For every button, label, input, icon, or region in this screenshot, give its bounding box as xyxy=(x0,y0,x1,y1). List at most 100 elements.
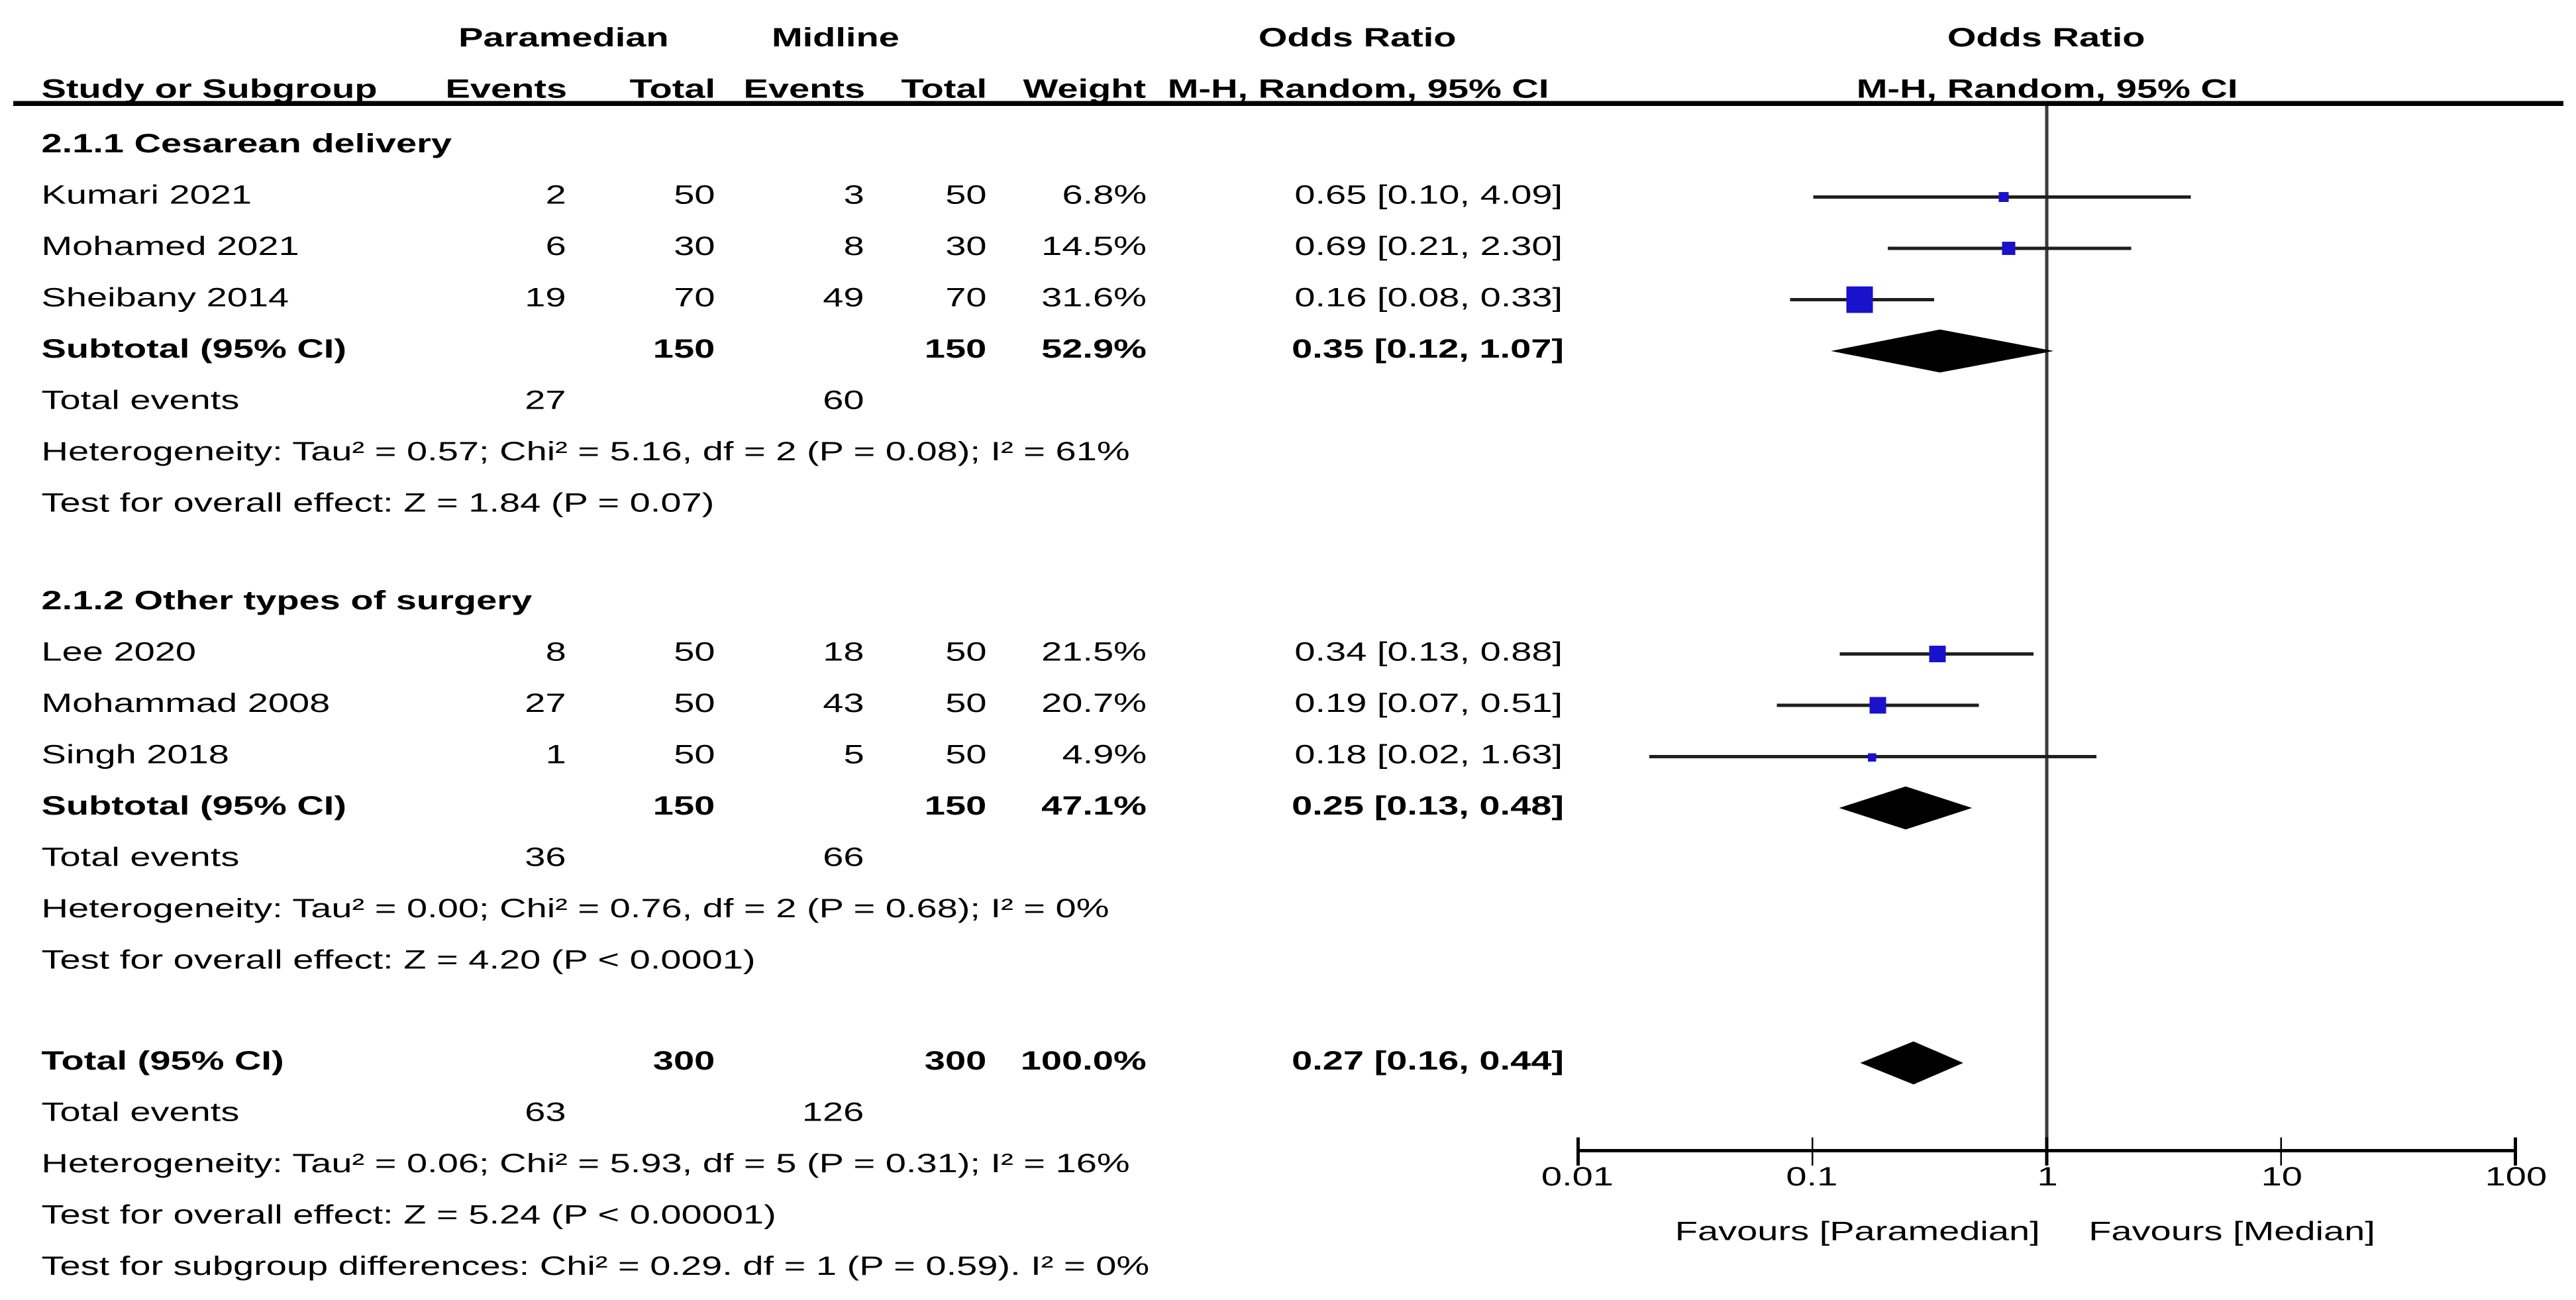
events-cell: 8 xyxy=(843,233,864,262)
events-cell: 6 xyxy=(545,233,566,262)
axis-tick-label: 10 xyxy=(2260,1164,2302,1193)
study-label: Lee 2020 xyxy=(41,639,197,668)
events-cell: 27 xyxy=(525,690,566,719)
pooled-diamond xyxy=(1860,1041,1963,1085)
group-header-experimental: Paramedian xyxy=(458,25,668,54)
axis-tick xyxy=(2279,1136,2283,1165)
total-events-label: Total events xyxy=(41,1099,240,1128)
column-header-total-experimental: Total xyxy=(629,76,715,105)
axis-tick xyxy=(1811,1136,1814,1165)
weight-cell: 6.8% xyxy=(1061,182,1146,211)
events-cell: 60 xyxy=(823,387,864,416)
odds-ratio-header-left: Odds Ratio xyxy=(1259,25,1457,54)
effect-square xyxy=(1868,752,1877,761)
total-cell: 150 xyxy=(653,793,715,822)
effect-square xyxy=(1998,192,2008,202)
favours-right-label: Favours [Median] xyxy=(2088,1219,2376,1247)
weight-cell: 20.7% xyxy=(1041,690,1146,719)
axis-tick-label: 0.1 xyxy=(1786,1164,1839,1193)
total-cell: 150 xyxy=(925,793,987,822)
events-cell: 27 xyxy=(525,387,566,416)
effect-square xyxy=(1869,697,1886,714)
total-events-label: Total events xyxy=(41,844,240,873)
total-cell: 30 xyxy=(674,233,715,262)
weight-cell: 47.1% xyxy=(1041,793,1146,822)
total-cell: 50 xyxy=(674,690,715,719)
pooled-diamond xyxy=(1831,329,2054,373)
events-cell: 63 xyxy=(525,1099,566,1128)
total-cell: 300 xyxy=(925,1048,987,1077)
total-cell: 150 xyxy=(925,336,987,365)
ci-text-cell: 0.65 [0.10, 4.09] xyxy=(1295,182,1563,211)
ci-text-cell: 0.35 [0.12, 1.07] xyxy=(1291,336,1563,365)
total-cell: 50 xyxy=(945,182,987,211)
ci-text-cell: 0.16 [0.08, 0.33] xyxy=(1295,285,1563,313)
overall-effect-text: Test for overall effect: Z = 5.24 (P < 0… xyxy=(41,1202,776,1230)
total-cell: 70 xyxy=(945,285,987,313)
effect-square xyxy=(2002,242,2016,255)
null-effect-line xyxy=(2045,106,2048,1151)
weight-cell: 14.5% xyxy=(1041,233,1146,262)
study-label: Mohamed 2021 xyxy=(41,233,299,262)
column-header-total-control: Total xyxy=(901,76,987,105)
total-cell: 50 xyxy=(674,182,715,211)
effect-square xyxy=(1847,286,1874,313)
axis-tick xyxy=(2045,1136,2048,1165)
total-cell: 30 xyxy=(945,233,987,262)
column-header-method-right: M-H, Random, 95% CI xyxy=(1856,76,2238,105)
section-heading: 2.1.1 Cesarean delivery xyxy=(41,130,452,160)
axis-tick-label: 1 xyxy=(2036,1164,2057,1193)
events-cell: 49 xyxy=(823,285,864,313)
study-label: Sheibany 2014 xyxy=(41,285,289,313)
header-rule xyxy=(13,101,2563,106)
events-cell: 66 xyxy=(823,844,864,873)
weight-cell: 21.5% xyxy=(1041,639,1146,668)
subtotal-label: Subtotal (95% CI) xyxy=(41,793,346,822)
events-cell: 126 xyxy=(802,1099,864,1128)
events-cell: 5 xyxy=(843,742,864,770)
axis-tick xyxy=(1576,1136,1580,1165)
odds-ratio-header-right: Odds Ratio xyxy=(1947,25,2146,54)
events-cell: 43 xyxy=(823,690,864,719)
ci-text-cell: 0.69 [0.21, 2.30] xyxy=(1295,233,1563,262)
column-header-events-control: Events xyxy=(743,76,864,105)
pooled-diamond xyxy=(1839,786,1973,830)
events-cell: 3 xyxy=(843,182,864,211)
events-cell: 2 xyxy=(545,182,566,211)
column-header-weight: Weight xyxy=(1023,76,1146,105)
axis-tick xyxy=(2514,1136,2517,1165)
group-header-control: Midline xyxy=(772,25,900,54)
heterogeneity-text: Heterogeneity: Tau² = 0.57; Chi² = 5.16,… xyxy=(41,438,1130,468)
subgroup-differences-text: Test for subgroup differences: Chi² = 0.… xyxy=(41,1253,1150,1282)
total-cell: 300 xyxy=(653,1048,715,1077)
subtotal-label: Subtotal (95% CI) xyxy=(41,336,346,365)
favours-left-label: Favours [Paramedian] xyxy=(1675,1219,2041,1247)
overall-effect-text: Test for overall effect: Z = 1.84 (P = 0… xyxy=(41,490,715,519)
weight-cell: 100.0% xyxy=(1020,1048,1146,1077)
ci-text-cell: 0.27 [0.16, 0.44] xyxy=(1291,1048,1563,1077)
study-label: Singh 2018 xyxy=(41,742,229,770)
total-cell: 50 xyxy=(945,639,987,668)
axis-tick-label: 0.01 xyxy=(1541,1164,1614,1193)
study-label: Mohammad 2008 xyxy=(41,690,331,719)
ci-text-cell: 0.25 [0.13, 0.48] xyxy=(1291,793,1563,822)
weight-cell: 52.9% xyxy=(1041,336,1146,365)
overall-effect-text: Test for overall effect: Z = 4.20 (P < 0… xyxy=(41,947,756,975)
heterogeneity-text: Heterogeneity: Tau² = 0.00; Chi² = 0.76,… xyxy=(41,895,1109,925)
section-heading: 2.1.2 Other types of surgery xyxy=(41,587,533,617)
total-cell: 50 xyxy=(945,690,987,719)
events-cell: 8 xyxy=(545,639,566,668)
total-cell: 50 xyxy=(945,742,987,770)
events-cell: 1 xyxy=(545,742,566,770)
weight-cell: 31.6% xyxy=(1041,285,1146,313)
events-cell: 19 xyxy=(525,285,566,313)
column-header-study: Study or Subgroup xyxy=(41,76,378,105)
heterogeneity-text: Heterogeneity: Tau² = 0.06; Chi² = 5.93,… xyxy=(41,1150,1130,1179)
column-header-method-left: M-H, Random, 95% CI xyxy=(1167,76,1549,105)
effect-square xyxy=(1928,646,1945,662)
study-label: Kumari 2021 xyxy=(41,182,252,211)
total-label: Total (95% CI) xyxy=(41,1048,284,1077)
total-cell: 150 xyxy=(653,336,715,365)
total-events-label: Total events xyxy=(41,387,240,416)
